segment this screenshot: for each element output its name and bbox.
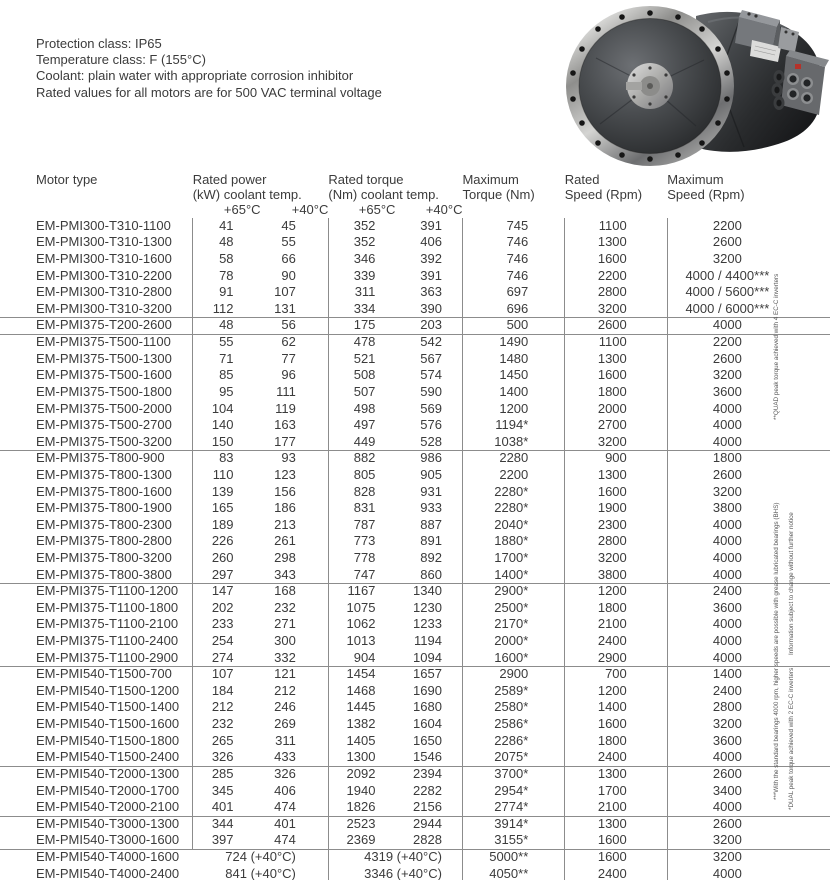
svg-text:*DUAL peak torque achieved wit: *DUAL peak torque achieved with 2 EC-C i… [788,668,795,810]
svg-text:***With the standard bearings: ***With the standard bearings 4000 rpm, … [773,502,780,800]
svg-text:Information subject to change: Information subject to change without fu… [788,512,795,655]
svg-text:**QUAD peak torque achieved wi: **QUAD peak torque achieved with 4 EC-C … [773,274,780,420]
